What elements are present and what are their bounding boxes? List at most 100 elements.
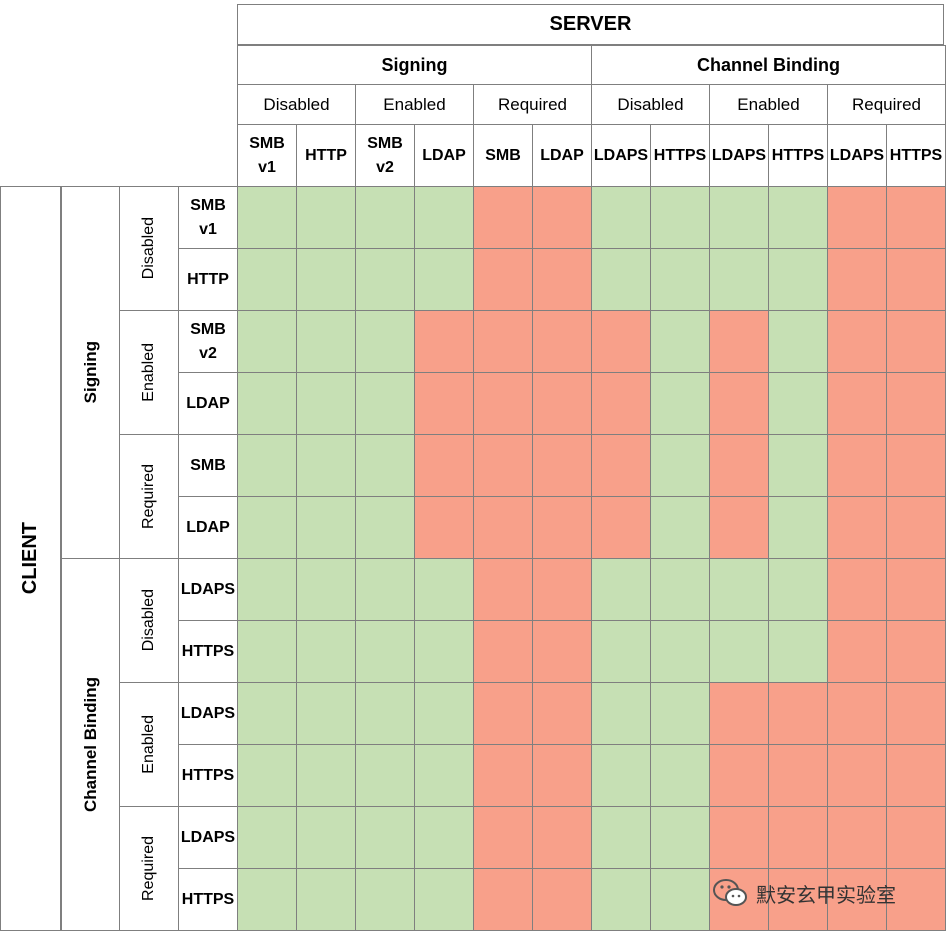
matrix-cell — [237, 682, 297, 745]
matrix-cell — [709, 434, 769, 497]
matrix-cell — [591, 186, 651, 249]
row-protocol-4-label: SMB — [190, 456, 226, 474]
row-protocol-0: SMB v1 — [178, 186, 238, 249]
matrix-cell — [532, 744, 592, 807]
matrix-cell — [886, 682, 946, 745]
matrix-cell — [355, 682, 415, 745]
row-mode-1-0: Disabled — [119, 558, 179, 683]
col-protocol-10: LDAPS — [827, 124, 887, 187]
matrix-cell — [355, 186, 415, 249]
matrix-cell — [237, 744, 297, 807]
row-group-0: Signing — [61, 186, 120, 559]
matrix-cell — [414, 310, 474, 373]
matrix-cell — [886, 558, 946, 621]
matrix-cell — [473, 248, 533, 311]
col-protocol-8-label: LDAPS — [711, 146, 767, 164]
col-group-0-label: Signing — [381, 54, 448, 75]
matrix-cell — [473, 806, 533, 869]
matrix-cell — [296, 620, 356, 683]
matrix-cell — [296, 248, 356, 311]
col-mode-0-0: Disabled — [237, 84, 356, 125]
matrix-cell — [414, 186, 474, 249]
matrix-cell — [473, 682, 533, 745]
matrix-cell — [886, 310, 946, 373]
matrix-cell — [768, 868, 828, 931]
col-group-1-label: Channel Binding — [697, 54, 840, 75]
matrix-cell — [709, 372, 769, 435]
matrix-cell — [473, 372, 533, 435]
matrix-cell — [650, 186, 710, 249]
matrix-cell — [532, 372, 592, 435]
row-protocol-1-label: HTTP — [187, 270, 229, 288]
matrix-cell — [886, 620, 946, 683]
matrix-cell — [768, 248, 828, 311]
matrix-cell — [355, 434, 415, 497]
matrix-cell — [296, 186, 356, 249]
row-protocol-3: LDAP — [178, 372, 238, 435]
row-protocol-5-label: LDAP — [186, 518, 230, 536]
matrix-cell — [591, 558, 651, 621]
matrix-cell — [827, 868, 887, 931]
matrix-cell — [827, 310, 887, 373]
matrix-cell — [827, 744, 887, 807]
row-protocol-5: LDAP — [178, 496, 238, 559]
matrix-cell — [532, 434, 592, 497]
col-group-0: Signing — [237, 45, 592, 85]
matrix-cell — [296, 372, 356, 435]
col-protocol-1-label: HTTP — [305, 146, 347, 164]
row-protocol-4: SMB — [178, 434, 238, 497]
matrix-cell — [355, 868, 415, 931]
matrix-cell — [532, 248, 592, 311]
col-protocol-5-label: LDAP — [540, 146, 584, 164]
matrix-cell — [473, 434, 533, 497]
matrix-cell — [296, 868, 356, 931]
row-protocol-0-label: SMB v1 — [190, 196, 226, 238]
matrix-cell — [473, 744, 533, 807]
row-mode-0-0: Disabled — [119, 186, 179, 311]
matrix-cell — [473, 496, 533, 559]
col-mode-1-2-label: Required — [852, 94, 921, 114]
matrix-cell — [296, 744, 356, 807]
matrix-cell — [355, 310, 415, 373]
matrix-cell — [296, 434, 356, 497]
server-header: SERVER — [237, 4, 944, 45]
matrix-cell — [296, 806, 356, 869]
matrix-cell — [827, 682, 887, 745]
col-mode-1-1: Enabled — [709, 84, 828, 125]
matrix-cell — [886, 248, 946, 311]
matrix-cell — [709, 248, 769, 311]
matrix-cell — [768, 744, 828, 807]
col-mode-1-1-label: Enabled — [737, 94, 800, 114]
matrix-cell — [237, 310, 297, 373]
matrix-cell — [650, 496, 710, 559]
col-protocol-10-label: LDAPS — [829, 146, 885, 164]
matrix-cell — [591, 806, 651, 869]
matrix-cell — [591, 248, 651, 311]
col-protocol-4-label: SMB — [485, 146, 521, 164]
matrix-cell — [709, 682, 769, 745]
matrix-cell — [827, 434, 887, 497]
matrix-cell — [473, 620, 533, 683]
matrix-cell — [768, 186, 828, 249]
matrix-cell — [414, 434, 474, 497]
row-protocol-10: LDAPS — [178, 806, 238, 869]
matrix-cell — [296, 496, 356, 559]
row-mode-0-1: Enabled — [119, 310, 179, 435]
col-mode-0-1: Enabled — [355, 84, 474, 125]
row-protocol-7-label: HTTPS — [181, 642, 235, 660]
matrix-cell — [237, 372, 297, 435]
matrix-cell — [237, 248, 297, 311]
row-protocol-8: LDAPS — [178, 682, 238, 745]
matrix-cell — [709, 310, 769, 373]
matrix-cell — [827, 620, 887, 683]
matrix-cell — [414, 248, 474, 311]
col-protocol-5: LDAP — [532, 124, 592, 187]
matrix-cell — [650, 868, 710, 931]
matrix-cell — [650, 558, 710, 621]
col-protocol-3-label: LDAP — [422, 146, 466, 164]
matrix-cell — [886, 496, 946, 559]
matrix-cell — [650, 744, 710, 807]
col-protocol-9-label: HTTPS — [771, 146, 825, 164]
col-protocol-2-label: SMB v2 — [367, 134, 403, 176]
matrix-cell — [886, 744, 946, 807]
